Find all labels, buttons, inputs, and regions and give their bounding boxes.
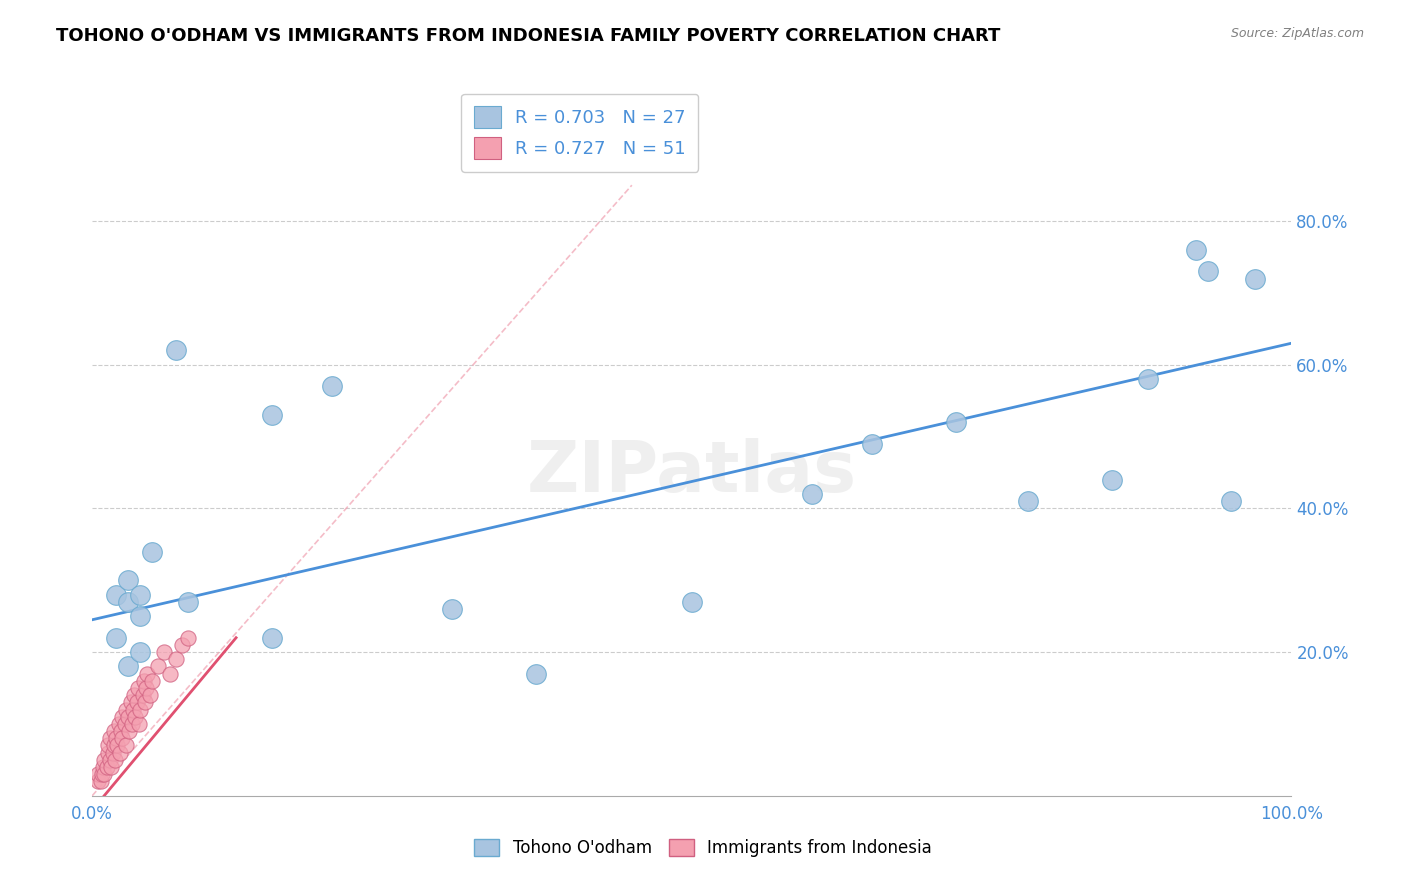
Point [111, 710, 134, 724]
Point [153, 645, 176, 659]
Point [105, 739, 128, 753]
Point [1220, 494, 1243, 508]
Point [165, 343, 187, 358]
Point [681, 595, 703, 609]
Point [100, 760, 122, 774]
Point [129, 702, 152, 716]
Point [177, 631, 200, 645]
Point [128, 717, 150, 731]
Point [110, 724, 132, 739]
Point [1136, 372, 1159, 386]
Point [139, 688, 162, 702]
Point [124, 710, 146, 724]
Point [262, 408, 284, 422]
Point [440, 602, 463, 616]
Point [172, 638, 194, 652]
Point [93, 767, 115, 781]
Point [103, 724, 125, 739]
Point [108, 746, 131, 760]
Point [105, 731, 128, 746]
Point [141, 544, 163, 558]
Point [131, 688, 153, 702]
Point [1197, 264, 1219, 278]
Point [93, 753, 115, 767]
Point [146, 659, 169, 673]
Point [134, 695, 156, 709]
Point [114, 739, 136, 753]
Point [107, 717, 129, 731]
Point [1101, 473, 1123, 487]
Point [800, 487, 823, 501]
Point [132, 673, 155, 688]
Legend: R = 0.703   N = 27, R = 0.727   N = 51: R = 0.703 N = 27, R = 0.727 N = 51 [461, 94, 699, 172]
Point [91, 760, 114, 774]
Point [87, 774, 110, 789]
Text: TOHONO O'ODHAM VS IMMIGRANTS FROM INDONESIA FAMILY POVERTY CORRELATION CHART: TOHONO O'ODHAM VS IMMIGRANTS FROM INDONE… [56, 27, 1001, 45]
Point [524, 666, 547, 681]
Point [98, 731, 121, 746]
Point [136, 666, 159, 681]
Point [125, 695, 148, 709]
Point [321, 379, 343, 393]
Point [1244, 271, 1267, 285]
Text: ZIPatlas: ZIPatlas [527, 438, 856, 507]
Point [262, 631, 284, 645]
Point [97, 746, 120, 760]
Point [98, 753, 121, 767]
Point [117, 710, 139, 724]
Point [159, 666, 181, 681]
Point [1017, 494, 1039, 508]
Point [105, 631, 128, 645]
Point [122, 688, 145, 702]
Point [122, 702, 145, 716]
Point [127, 681, 149, 695]
Point [1184, 243, 1206, 257]
Point [118, 724, 141, 739]
Point [90, 774, 112, 789]
Point [90, 767, 112, 781]
Text: Source: ZipAtlas.com: Source: ZipAtlas.com [1230, 27, 1364, 40]
Point [117, 659, 139, 673]
Point [165, 652, 187, 666]
Point [177, 595, 200, 609]
Point [860, 437, 883, 451]
Point [103, 739, 125, 753]
Point [945, 415, 967, 429]
Legend: Tohono O'odham, Immigrants from Indonesia: Tohono O'odham, Immigrants from Indonesi… [465, 831, 941, 866]
Point [135, 681, 157, 695]
Point [105, 588, 128, 602]
Point [141, 673, 163, 688]
Point [117, 595, 139, 609]
Point [96, 760, 118, 774]
Point [129, 609, 152, 624]
Point [120, 695, 142, 709]
Point [121, 717, 143, 731]
Point [129, 588, 152, 602]
Point [111, 731, 134, 746]
Point [129, 645, 152, 659]
Point [104, 753, 127, 767]
Point [87, 767, 110, 781]
Point [114, 717, 136, 731]
Point [114, 702, 136, 716]
Point [117, 574, 139, 588]
Point [101, 746, 124, 760]
Point [97, 739, 120, 753]
